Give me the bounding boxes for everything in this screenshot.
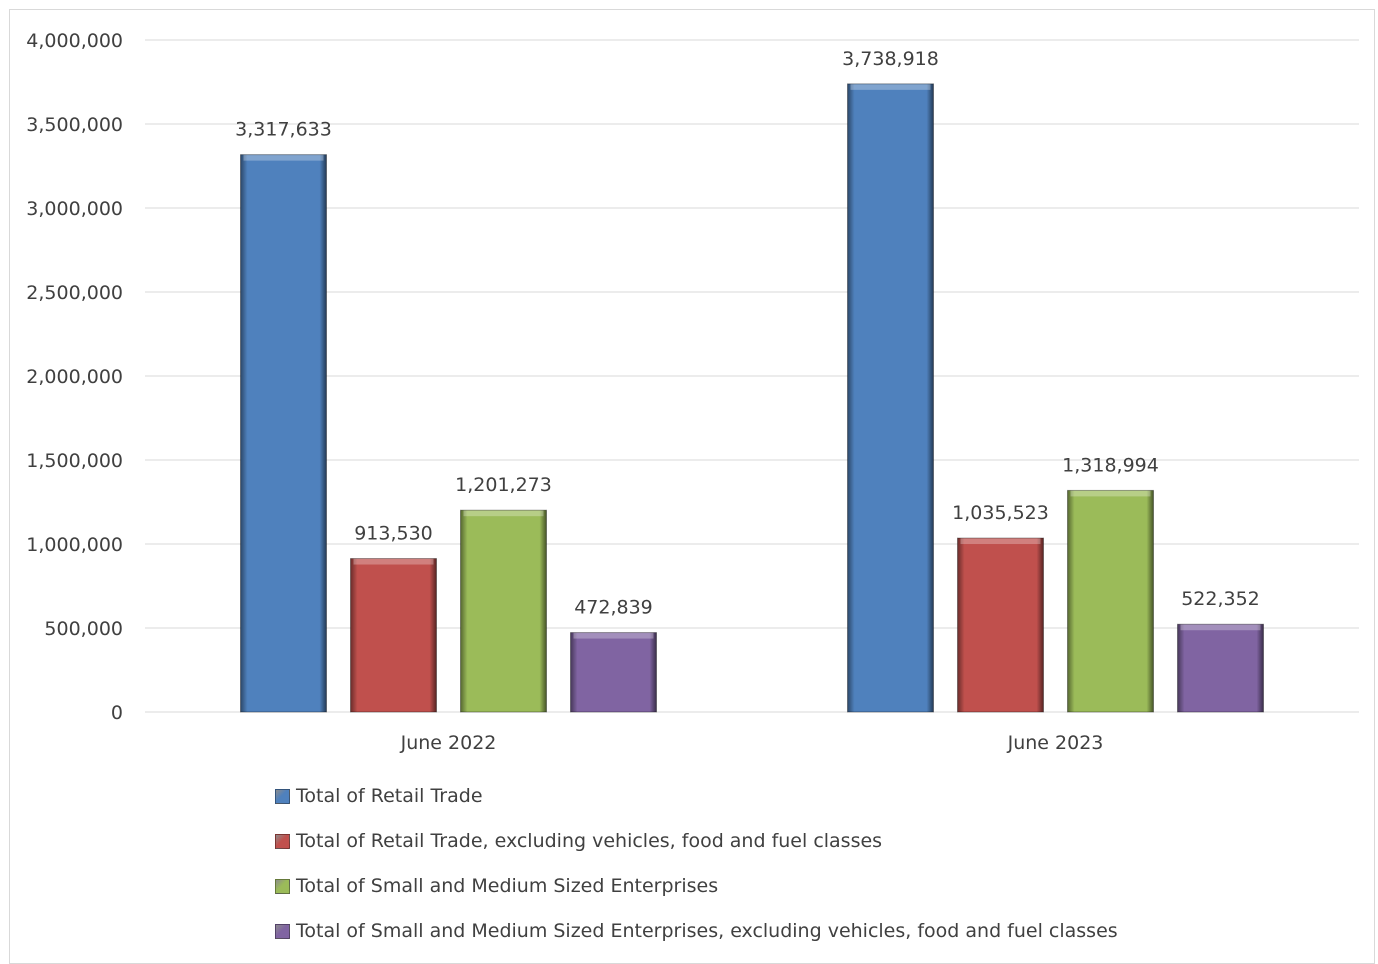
bar-shade <box>957 538 1044 712</box>
y-tick-label: 2,500,000 <box>26 282 123 304</box>
y-tick-label: 4,000,000 <box>26 30 123 52</box>
bar-outline <box>1067 489 1154 713</box>
bar-top-highlight <box>353 558 434 565</box>
legend-label: Total of Retail Trade <box>296 785 483 807</box>
legend-swatch <box>275 878 290 894</box>
y-tick-label: 0 <box>111 702 123 724</box>
legend-label: Total of Small and Medium Sized Enterpri… <box>296 875 719 897</box>
bar-shade <box>460 510 547 712</box>
y-tick-label: 3,000,000 <box>26 198 123 220</box>
x-tick-label: June 2022 <box>400 732 497 754</box>
bar-outline <box>460 509 547 713</box>
bar-shade <box>570 632 657 712</box>
y-tick-label: 500,000 <box>44 618 123 640</box>
bar-outline <box>847 83 934 713</box>
y-tick-label: 1,500,000 <box>26 450 123 472</box>
legend-item: Total of Retail Trade, excluding vehicle… <box>275 829 882 853</box>
bar-shade <box>350 558 437 712</box>
bar-outline <box>957 537 1044 713</box>
legend-swatch <box>275 788 290 804</box>
bar-shade <box>240 154 327 713</box>
legend-label: Total of Small and Medium Sized Enterpri… <box>296 920 1118 942</box>
data-label: 472,839 <box>574 597 653 619</box>
bar-top-highlight <box>573 632 654 639</box>
bar-top-highlight <box>960 538 1041 545</box>
bar-outline <box>240 154 327 713</box>
data-label: 522,352 <box>1181 588 1260 610</box>
y-tick-label: 1,000,000 <box>26 534 123 556</box>
data-label: 913,530 <box>354 523 433 545</box>
bar-outline <box>350 558 437 713</box>
legend-label: Total of Retail Trade, excluding vehicle… <box>296 830 883 852</box>
data-label: 1,201,273 <box>455 474 552 496</box>
legend-swatch <box>275 923 290 939</box>
legend-item: Total of Small and Medium Sized Enterpri… <box>275 919 1118 943</box>
bar-shade <box>847 83 934 713</box>
legend-item: Total of Retail Trade <box>275 784 483 808</box>
bar-top-highlight <box>1070 490 1151 497</box>
bar-outline <box>570 632 657 713</box>
bar-outline <box>1177 623 1264 713</box>
y-tick-label: 3,500,000 <box>26 114 123 136</box>
data-label: 1,318,994 <box>1062 454 1159 476</box>
x-tick-label: June 2023 <box>1007 732 1104 754</box>
bar-top-highlight <box>850 83 931 90</box>
legend-item: Total of Small and Medium Sized Enterpri… <box>275 874 718 898</box>
y-tick-label: 2,000,000 <box>26 366 123 388</box>
legend-swatch <box>275 833 290 849</box>
bar-top-highlight <box>463 510 544 517</box>
data-label: 3,317,633 <box>235 119 332 141</box>
bar-top-highlight <box>1180 624 1261 631</box>
data-label: 3,738,918 <box>842 48 939 70</box>
data-label: 1,035,523 <box>952 502 1049 524</box>
bar-shade <box>1177 624 1264 712</box>
bar-top-highlight <box>243 154 324 161</box>
bar-shade <box>1067 490 1154 712</box>
